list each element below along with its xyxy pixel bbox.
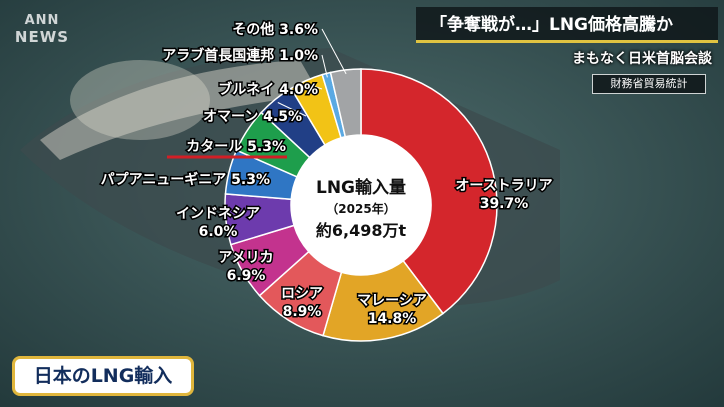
slice-value-3: 6.9% — [227, 268, 266, 284]
logo-line-2: NEWS — [14, 28, 70, 46]
label-leader-lines — [277, 28, 347, 117]
leader-line-9 — [321, 54, 328, 78]
subheadline: まもなく日米首脳会談 — [572, 51, 712, 67]
slice-label-0: オーストラリア — [455, 178, 552, 194]
ann-news-logo: ANN NEWS — [10, 14, 74, 56]
slice-label-3: アメリカ — [218, 250, 273, 266]
bottom-title-caption: 日本のLNG輸入 — [12, 356, 194, 396]
slice-value-0: 39.7% — [480, 196, 529, 212]
slice-value-4: 6.0% — [199, 224, 238, 240]
center-year: （2025年） — [326, 201, 395, 216]
center-title: LNG輸入量 — [316, 177, 406, 198]
headline-accent-bar — [416, 40, 718, 43]
slice-value-2: 8.9% — [283, 304, 322, 320]
headline-banner: 「争奪戦が…」LNG価格高騰か — [416, 7, 718, 43]
slice-label-1: マレーシア — [357, 293, 427, 309]
donut-hole — [291, 135, 431, 275]
leader-line-7 — [277, 102, 307, 117]
slice-label-9: アラブ首長国連邦 1.0% — [162, 47, 318, 64]
slice-label-6: カタール 5.3% — [186, 139, 286, 155]
slice-value-1: 14.8% — [368, 311, 417, 327]
slice-label-2: ロシア — [281, 286, 323, 302]
slice-label-7: オマーン 4.5% — [203, 109, 302, 125]
leader-line-8 — [307, 83, 323, 90]
slice-labels: オーストラリア 39.7% マレーシア 14.8% ロシア 8.9% アメリカ 6.9% インド… — [99, 20, 554, 329]
source-label: 財務省貿易統計 — [592, 74, 706, 94]
logo-line-1: ANN — [24, 13, 60, 28]
slice-label-8: ブルネイ 4.0% — [218, 81, 318, 98]
center-total: 約6,498万t — [316, 221, 407, 240]
leader-line-10 — [321, 28, 347, 75]
slice-label-4: インドネシア — [176, 206, 260, 222]
slice-label-5: パプアニューギニア 5.3% — [101, 171, 270, 188]
slice-label-10: その他 3.6% — [232, 21, 318, 38]
headline-text: 「争奪戦が…」LNG価格高騰か — [430, 15, 674, 35]
